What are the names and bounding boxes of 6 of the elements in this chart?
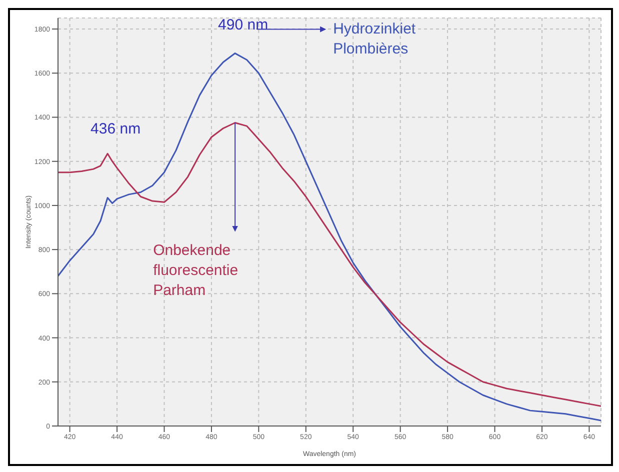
text: Hydrozinkiet Plombières — [333, 20, 416, 58]
text: Onbekende fluorescentie Parham — [153, 242, 238, 299]
line-series — [58, 52, 601, 422]
line-series — [58, 122, 601, 407]
annotation: 490 nm — [218, 16, 268, 34]
annotation: 436 nm — [90, 120, 141, 138]
